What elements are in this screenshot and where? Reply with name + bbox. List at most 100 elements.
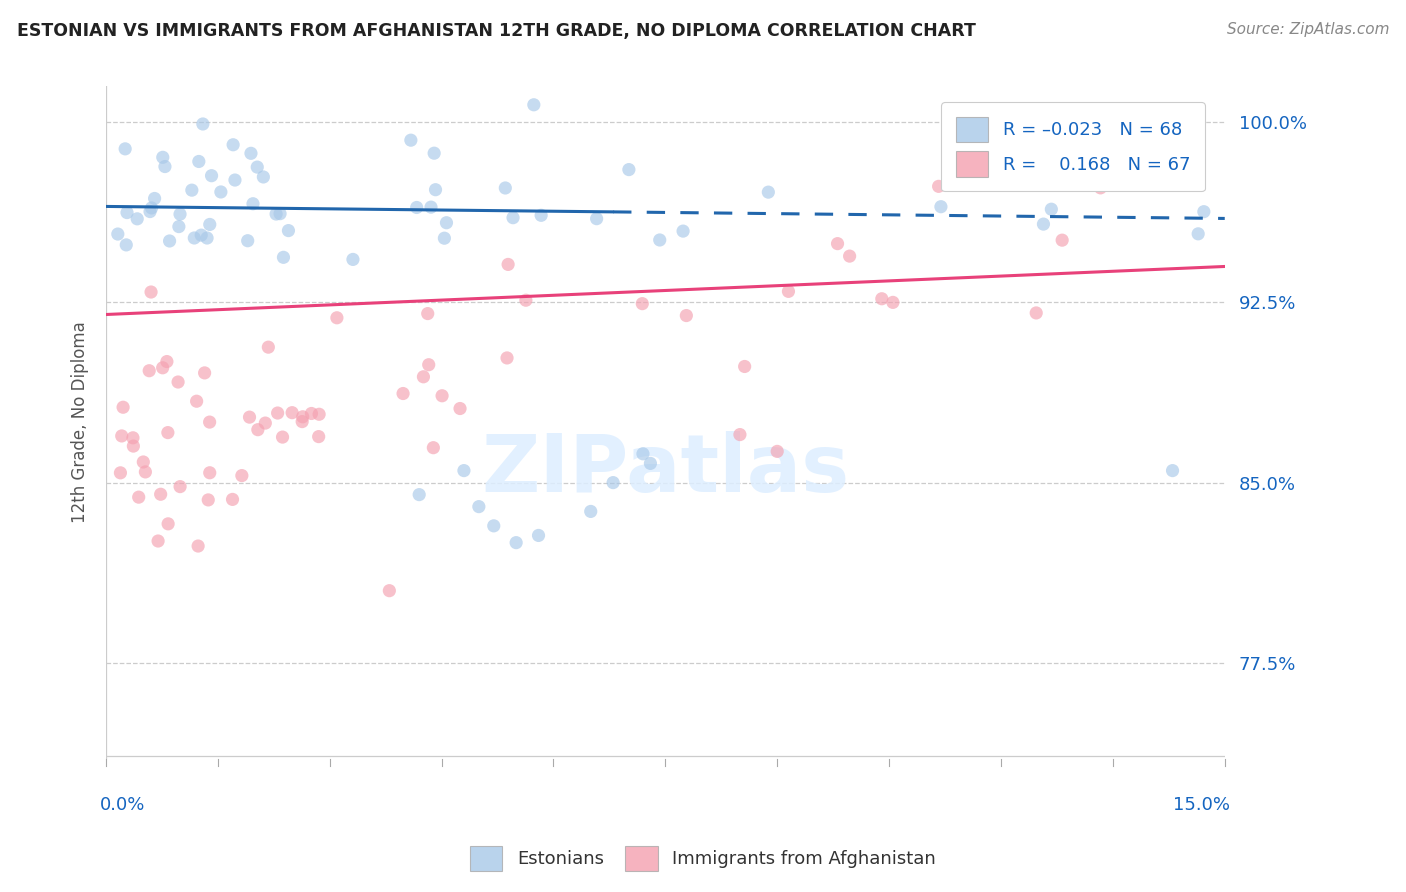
Point	[422, 441, 444, 455]
Point	[928, 179, 950, 194]
Point	[242, 196, 264, 211]
Point	[277, 224, 299, 238]
Point	[197, 492, 219, 507]
Point	[1077, 134, 1099, 148]
Point	[412, 369, 434, 384]
Point	[138, 364, 160, 378]
Point	[1050, 233, 1073, 247]
Point	[167, 219, 190, 234]
Point	[266, 406, 288, 420]
Point	[139, 204, 162, 219]
Point	[107, 227, 129, 241]
Point	[159, 234, 181, 248]
Point	[1035, 168, 1057, 182]
Point	[1192, 204, 1215, 219]
Point	[423, 146, 446, 161]
Point	[496, 257, 519, 271]
Point	[252, 169, 274, 184]
Point	[112, 401, 135, 415]
Point	[183, 231, 205, 245]
Point	[1025, 125, 1047, 139]
Point	[425, 183, 447, 197]
Point	[236, 234, 259, 248]
Point	[209, 185, 232, 199]
Point	[122, 439, 145, 453]
Point	[222, 137, 245, 152]
Point	[1090, 181, 1112, 195]
Point	[1025, 177, 1047, 191]
Point	[640, 457, 662, 471]
Point	[1032, 217, 1054, 231]
Point	[378, 583, 401, 598]
Point	[153, 160, 176, 174]
Point	[239, 146, 262, 161]
Point	[882, 295, 904, 310]
Point	[224, 173, 246, 187]
Point	[127, 211, 149, 226]
Point	[420, 200, 443, 214]
Point	[308, 429, 330, 443]
Text: 15.0%: 15.0%	[1174, 796, 1230, 814]
Point	[1187, 227, 1209, 241]
Point	[238, 410, 260, 425]
Point	[167, 375, 190, 389]
Point	[190, 228, 212, 243]
Point	[631, 447, 654, 461]
Point	[134, 465, 156, 479]
Point	[149, 487, 172, 501]
Point	[186, 394, 208, 409]
Point	[870, 292, 893, 306]
Point	[342, 252, 364, 267]
Text: ZIPatlas: ZIPatlas	[481, 431, 849, 508]
Point	[1040, 202, 1063, 217]
Point	[436, 216, 458, 230]
Point	[408, 488, 430, 502]
Point	[405, 201, 427, 215]
Point	[115, 205, 138, 219]
Point	[1161, 464, 1184, 478]
Point	[198, 415, 221, 429]
Point	[187, 154, 209, 169]
Text: Source: ZipAtlas.com: Source: ZipAtlas.com	[1226, 22, 1389, 37]
Point	[631, 296, 654, 310]
Point	[672, 224, 695, 238]
Point	[221, 492, 243, 507]
Point	[271, 430, 294, 444]
Y-axis label: 12th Grade, No Diploma: 12th Grade, No Diploma	[72, 322, 89, 524]
Point	[156, 425, 179, 440]
Point	[281, 406, 304, 420]
Point	[198, 218, 221, 232]
Point	[169, 207, 191, 221]
Point	[156, 354, 179, 368]
Point	[449, 401, 471, 416]
Point	[496, 351, 519, 365]
Point	[195, 231, 218, 245]
Point	[111, 429, 134, 443]
Point	[430, 389, 453, 403]
Point	[734, 359, 756, 374]
Point	[392, 386, 415, 401]
Text: ESTONIAN VS IMMIGRANTS FROM AFGHANISTAN 12TH GRADE, NO DIPLOMA CORRELATION CHART: ESTONIAN VS IMMIGRANTS FROM AFGHANISTAN …	[17, 22, 976, 40]
Point	[194, 366, 217, 380]
Point	[527, 528, 550, 542]
Point	[191, 117, 214, 131]
Point	[308, 407, 330, 421]
Point	[827, 236, 849, 251]
Text: 0.0%: 0.0%	[100, 796, 146, 814]
Point	[200, 169, 222, 183]
Point	[728, 427, 751, 442]
Point	[453, 464, 475, 478]
Point	[301, 407, 323, 421]
Point	[399, 133, 422, 147]
Point	[505, 535, 527, 549]
Point	[468, 500, 491, 514]
Point	[602, 475, 624, 490]
Point	[617, 162, 640, 177]
Point	[143, 192, 166, 206]
Point	[1025, 306, 1047, 320]
Point	[1181, 160, 1204, 174]
Point	[122, 431, 145, 445]
Point	[766, 444, 789, 458]
Point	[269, 207, 291, 221]
Point	[152, 150, 174, 164]
